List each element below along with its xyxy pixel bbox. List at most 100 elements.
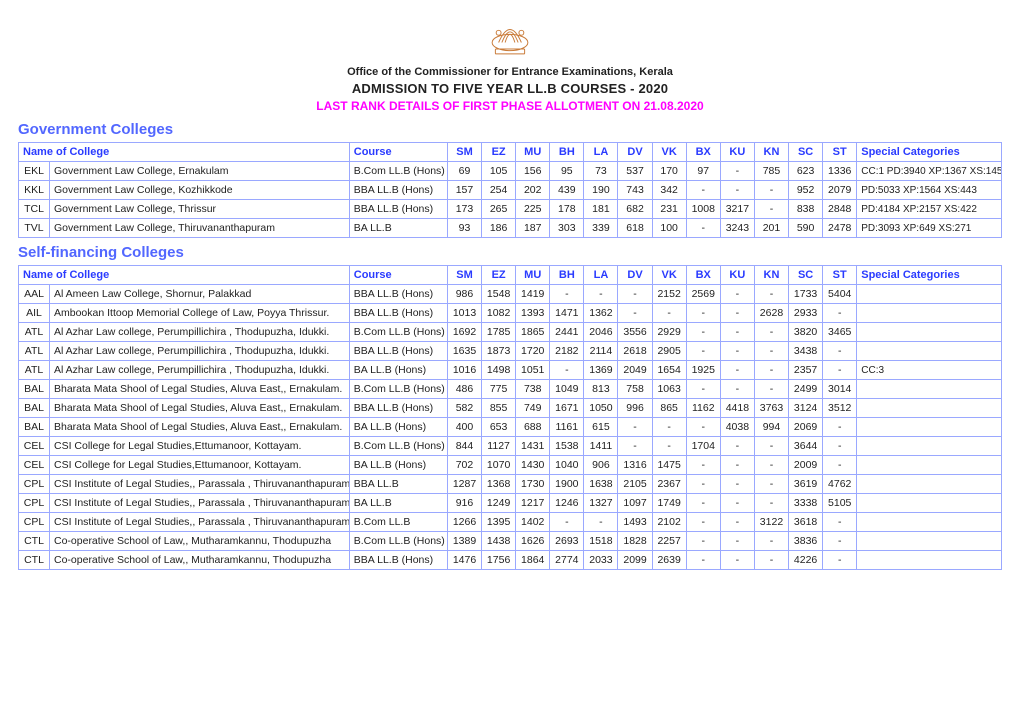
cell-rank: -: [823, 532, 857, 551]
cell-rank: 342: [652, 181, 686, 200]
cell-special: [857, 475, 1002, 494]
col-rank: EZ: [482, 143, 516, 162]
table-row: ATLAl Azhar Law college, Perumpillichira…: [19, 361, 1002, 380]
col-course: Course: [349, 143, 447, 162]
cell-course: BBA LL.B (Hons): [349, 551, 447, 570]
cell-rank: 2618: [618, 342, 652, 361]
cell-rank: -: [550, 361, 584, 380]
cell-rank: 181: [584, 200, 618, 219]
cell-rank: -: [618, 418, 652, 437]
cell-code: ATL: [19, 361, 50, 380]
col-rank: LA: [584, 143, 618, 162]
col-special: Special Categories: [857, 266, 1002, 285]
cell-rank: 2499: [789, 380, 823, 399]
cell-rank: 1336: [823, 162, 857, 181]
cell-code: CEL: [19, 437, 50, 456]
cell-rank: -: [686, 418, 720, 437]
cell-rank: 1635: [447, 342, 481, 361]
cell-rank: -: [686, 219, 720, 238]
cell-rank: 1828: [618, 532, 652, 551]
cell-rank: -: [754, 494, 788, 513]
col-rank: SC: [789, 266, 823, 285]
cell-code: CEL: [19, 456, 50, 475]
table-row: CELCSI College for Legal Studies,Ettuman…: [19, 437, 1002, 456]
cell-rank: 1785: [482, 323, 516, 342]
cell-rank: 2478: [823, 219, 857, 238]
col-name: Name of College: [19, 143, 350, 162]
cell-rank: 2933: [789, 304, 823, 323]
cell-course: B.Com LL.B: [349, 513, 447, 532]
cell-rank: 5404: [823, 285, 857, 304]
cell-code: CTL: [19, 532, 50, 551]
cell-rank: -: [720, 513, 754, 532]
table-row: AILAmbookan Ittoop Memorial College of L…: [19, 304, 1002, 323]
cell-rank: 3014: [823, 380, 857, 399]
cell-rank: 775: [482, 380, 516, 399]
cell-rank: -: [720, 323, 754, 342]
cell-rank: 3763: [754, 399, 788, 418]
cell-rank: 2105: [618, 475, 652, 494]
cell-code: CPL: [19, 513, 50, 532]
cell-rank: 1050: [584, 399, 618, 418]
subtitle-line: LAST RANK DETAILS OF FIRST PHASE ALLOTME…: [18, 99, 1002, 113]
cell-rank: 1720: [516, 342, 550, 361]
cell-rank: -: [686, 456, 720, 475]
cell-rank: 1395: [482, 513, 516, 532]
cell-rank: -: [720, 342, 754, 361]
cell-rank: 1430: [516, 456, 550, 475]
cell-rank: 1654: [652, 361, 686, 380]
cell-rank: -: [823, 456, 857, 475]
cell-rank: 105: [482, 162, 516, 181]
cell-rank: 2357: [789, 361, 823, 380]
cell-code: CPL: [19, 494, 50, 513]
cell-rank: 187: [516, 219, 550, 238]
cell-course: BBA LL.B: [349, 475, 447, 494]
cell-name: CSI College for Legal Studies,Ettumanoor…: [50, 437, 350, 456]
cell-special: [857, 494, 1002, 513]
cell-rank: 3243: [720, 219, 754, 238]
cell-rank: -: [720, 437, 754, 456]
cell-rank: 1730: [516, 475, 550, 494]
cell-rank: 1498: [482, 361, 516, 380]
table-row: BALBharata Mata Shool of Legal Studies, …: [19, 380, 1002, 399]
cell-rank: 156: [516, 162, 550, 181]
cell-special: PD:5033 XP:1564 XS:443: [857, 181, 1002, 200]
cell-rank: 2257: [652, 532, 686, 551]
cell-rank: 855: [482, 399, 516, 418]
cell-rank: 1865: [516, 323, 550, 342]
cell-rank: 1082: [482, 304, 516, 323]
cell-name: Bharata Mata Shool of Legal Studies, Alu…: [50, 418, 350, 437]
cell-rank: 1362: [584, 304, 618, 323]
cell-rank: -: [754, 342, 788, 361]
cell-code: AIL: [19, 304, 50, 323]
cell-rank: 3836: [789, 532, 823, 551]
cell-rank: 2774: [550, 551, 584, 570]
cell-name: Government Law College, Thiruvananthapur…: [50, 219, 350, 238]
cell-name: Al Ameen Law College, Shornur, Palakkad: [50, 285, 350, 304]
cell-rank: 785: [754, 162, 788, 181]
cell-rank: 1864: [516, 551, 550, 570]
cell-rank: -: [686, 342, 720, 361]
cell-special: [857, 304, 1002, 323]
cell-rank: 1475: [652, 456, 686, 475]
cell-rank: -: [686, 551, 720, 570]
cell-rank: -: [584, 513, 618, 532]
cell-rank: 231: [652, 200, 686, 219]
cell-code: AAL: [19, 285, 50, 304]
office-line: Office of the Commissioner for Entrance …: [18, 66, 1002, 78]
cell-special: [857, 399, 1002, 418]
table-row: CTLCo-operative School of Law,, Mutharam…: [19, 532, 1002, 551]
cell-course: BBA LL.B (Hons): [349, 399, 447, 418]
cell-special: [857, 323, 1002, 342]
cell-rank: 1070: [482, 456, 516, 475]
cell-rank: -: [754, 456, 788, 475]
emblem-icon: [484, 10, 536, 62]
cell-rank: 1925: [686, 361, 720, 380]
cell-rank: 743: [618, 181, 652, 200]
cell-special: [857, 380, 1002, 399]
cell-rank: -: [754, 361, 788, 380]
col-rank: LA: [584, 266, 618, 285]
cell-name: Government Law College, Kozhikkode: [50, 181, 350, 200]
cell-rank: 1402: [516, 513, 550, 532]
table-row: AALAl Ameen Law College, Shornur, Palakk…: [19, 285, 1002, 304]
